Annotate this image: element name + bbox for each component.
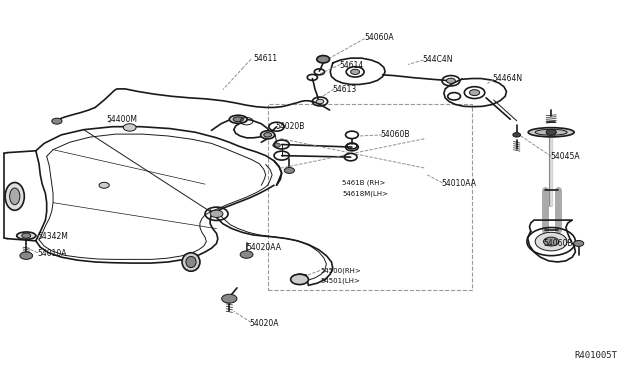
Text: 54500(RH>: 54500(RH> <box>320 268 361 275</box>
Ellipse shape <box>535 129 567 135</box>
Text: 54060B: 54060B <box>381 129 410 139</box>
Circle shape <box>99 182 109 188</box>
Circle shape <box>240 251 253 258</box>
Ellipse shape <box>229 115 247 124</box>
Text: 5461B (RH>: 5461B (RH> <box>342 179 386 186</box>
Text: 54611: 54611 <box>253 54 277 62</box>
Text: 54342M: 54342M <box>38 231 68 241</box>
Circle shape <box>447 78 456 83</box>
Circle shape <box>316 99 324 104</box>
Circle shape <box>124 124 136 131</box>
Text: 54614: 54614 <box>339 61 364 70</box>
Circle shape <box>573 240 584 246</box>
Ellipse shape <box>264 133 271 137</box>
Text: R401005T: R401005T <box>574 351 617 360</box>
Text: 54010AA: 54010AA <box>442 179 476 187</box>
Ellipse shape <box>10 188 20 205</box>
Ellipse shape <box>528 128 574 137</box>
Ellipse shape <box>182 253 200 271</box>
Ellipse shape <box>233 117 243 122</box>
Circle shape <box>546 129 556 135</box>
Circle shape <box>273 143 280 147</box>
Text: 54020AA: 54020AA <box>246 243 282 251</box>
Text: 54400M: 54400M <box>106 115 137 124</box>
Circle shape <box>291 274 308 285</box>
Text: 54618M(LH>: 54618M(LH> <box>342 191 388 198</box>
Circle shape <box>469 90 479 96</box>
Ellipse shape <box>5 183 24 210</box>
Circle shape <box>210 210 223 218</box>
Circle shape <box>221 294 237 303</box>
Ellipse shape <box>260 131 275 139</box>
Circle shape <box>543 237 559 246</box>
Circle shape <box>284 167 294 173</box>
Text: 54060B: 54060B <box>543 239 573 248</box>
Circle shape <box>535 232 567 251</box>
Text: 544C4N: 544C4N <box>422 55 452 64</box>
Text: 54020B: 54020B <box>275 122 305 131</box>
Circle shape <box>351 69 360 74</box>
Ellipse shape <box>17 232 36 239</box>
Text: 54020A: 54020A <box>250 319 279 328</box>
Text: 54010A: 54010A <box>38 249 67 258</box>
Text: 54060A: 54060A <box>365 33 394 42</box>
Text: 54464N: 54464N <box>492 74 522 83</box>
Circle shape <box>20 252 33 259</box>
Text: 54613: 54613 <box>333 85 357 94</box>
Text: 54501(LH>: 54501(LH> <box>320 277 360 284</box>
Circle shape <box>513 133 520 137</box>
Circle shape <box>317 55 330 63</box>
Circle shape <box>22 233 31 238</box>
Ellipse shape <box>186 256 196 267</box>
Text: 54045A: 54045A <box>550 152 580 161</box>
Circle shape <box>52 118 62 124</box>
